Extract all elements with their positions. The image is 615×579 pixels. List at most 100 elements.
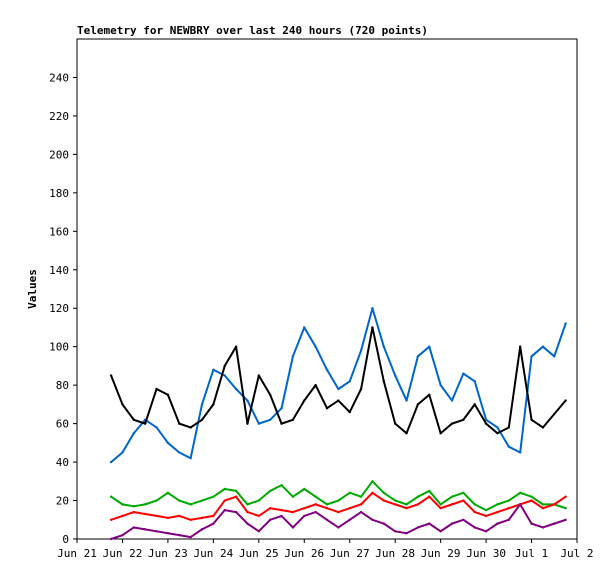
data-point bbox=[257, 530, 261, 533]
data-point bbox=[359, 349, 363, 352]
data-point bbox=[166, 532, 170, 535]
y-axis-title: Values bbox=[26, 269, 39, 309]
data-point bbox=[541, 507, 545, 510]
chart-title: Telemetry for NEWBRY over last 240 hours… bbox=[77, 24, 428, 37]
y-tick-label: 0 bbox=[62, 533, 69, 546]
x-tick-label: Jun 29 bbox=[421, 547, 461, 560]
data-point bbox=[496, 432, 499, 435]
data-point bbox=[553, 522, 556, 525]
data-point bbox=[428, 495, 431, 498]
data-point bbox=[200, 516, 204, 520]
y-tick-label: 80 bbox=[56, 379, 69, 392]
data-point bbox=[405, 532, 408, 535]
data-point bbox=[189, 426, 192, 429]
data-point bbox=[507, 518, 511, 521]
x-tick-label: Jun 25 bbox=[239, 547, 279, 560]
data-point bbox=[246, 503, 249, 506]
data-point bbox=[405, 399, 408, 402]
data-point bbox=[382, 522, 386, 525]
data-point bbox=[223, 499, 226, 502]
data-point bbox=[382, 345, 386, 348]
data-point bbox=[416, 503, 420, 506]
data-point bbox=[223, 487, 226, 491]
data-point bbox=[189, 535, 192, 539]
data-point bbox=[268, 489, 272, 493]
data-point bbox=[246, 522, 249, 525]
data-point bbox=[155, 426, 158, 429]
data-point bbox=[121, 403, 124, 406]
data-point bbox=[371, 326, 374, 329]
y-tick-label: 120 bbox=[49, 302, 69, 315]
data-point bbox=[223, 364, 226, 368]
data-point bbox=[132, 505, 136, 508]
y-tick-label: 20 bbox=[56, 495, 69, 508]
data-point bbox=[393, 503, 397, 506]
data-point bbox=[439, 432, 442, 435]
data-point bbox=[325, 407, 329, 410]
y-tick-label: 40 bbox=[56, 456, 69, 469]
data-point bbox=[303, 326, 306, 329]
data-point bbox=[166, 441, 170, 445]
data-point bbox=[473, 510, 476, 514]
data-point bbox=[382, 491, 386, 495]
data-point bbox=[439, 503, 442, 506]
data-point bbox=[325, 503, 329, 506]
data-point bbox=[257, 374, 261, 377]
data-point bbox=[359, 503, 363, 506]
data-point bbox=[450, 422, 454, 425]
data-point bbox=[212, 514, 215, 518]
data-point bbox=[530, 418, 533, 421]
y-tick-label: 60 bbox=[56, 418, 69, 431]
data-point bbox=[484, 508, 488, 512]
data-point bbox=[109, 518, 113, 521]
y-tick-label: 240 bbox=[49, 71, 69, 84]
data-point bbox=[234, 510, 238, 514]
data-point bbox=[280, 407, 283, 410]
data-point bbox=[405, 503, 408, 506]
y-tick-label: 160 bbox=[49, 225, 69, 238]
y-tick-label: 140 bbox=[49, 264, 69, 277]
data-point bbox=[450, 495, 454, 498]
data-point bbox=[530, 495, 533, 498]
data-point bbox=[518, 451, 522, 454]
data-point bbox=[371, 491, 374, 495]
data-point bbox=[473, 403, 476, 406]
data-point bbox=[337, 526, 340, 529]
data-point bbox=[200, 528, 204, 531]
data-point bbox=[109, 460, 113, 464]
data-point bbox=[178, 422, 181, 425]
data-point bbox=[291, 355, 295, 358]
x-tick-label: Jun 28 bbox=[375, 547, 415, 560]
data-point bbox=[132, 432, 136, 435]
data-point bbox=[484, 418, 488, 421]
data-point bbox=[155, 530, 158, 533]
data-point bbox=[496, 503, 499, 506]
data-point bbox=[428, 345, 431, 348]
data-point bbox=[359, 495, 363, 498]
data-point bbox=[473, 526, 476, 529]
y-tick-label: 220 bbox=[49, 110, 69, 123]
data-point bbox=[257, 499, 261, 502]
data-point bbox=[303, 507, 306, 510]
data-point bbox=[325, 518, 329, 521]
data-point bbox=[280, 483, 283, 487]
x-tick-label: Jun 30 bbox=[466, 547, 506, 560]
data-point bbox=[178, 514, 181, 518]
data-point bbox=[189, 503, 192, 506]
plot-frame bbox=[76, 38, 578, 540]
data-point bbox=[393, 422, 397, 425]
x-tick-label: Jul 1 bbox=[515, 547, 548, 560]
data-point bbox=[121, 533, 124, 537]
data-point bbox=[564, 322, 567, 325]
data-point bbox=[484, 422, 488, 425]
data-point bbox=[132, 510, 136, 514]
data-point bbox=[189, 457, 192, 460]
data-point bbox=[178, 451, 181, 454]
data-point bbox=[371, 480, 374, 483]
data-point bbox=[416, 526, 420, 529]
data-point bbox=[416, 403, 420, 406]
data-point bbox=[541, 526, 545, 529]
x-tick-label: Jun 26 bbox=[284, 547, 324, 560]
data-point bbox=[314, 510, 317, 514]
series-3 bbox=[109, 491, 567, 521]
